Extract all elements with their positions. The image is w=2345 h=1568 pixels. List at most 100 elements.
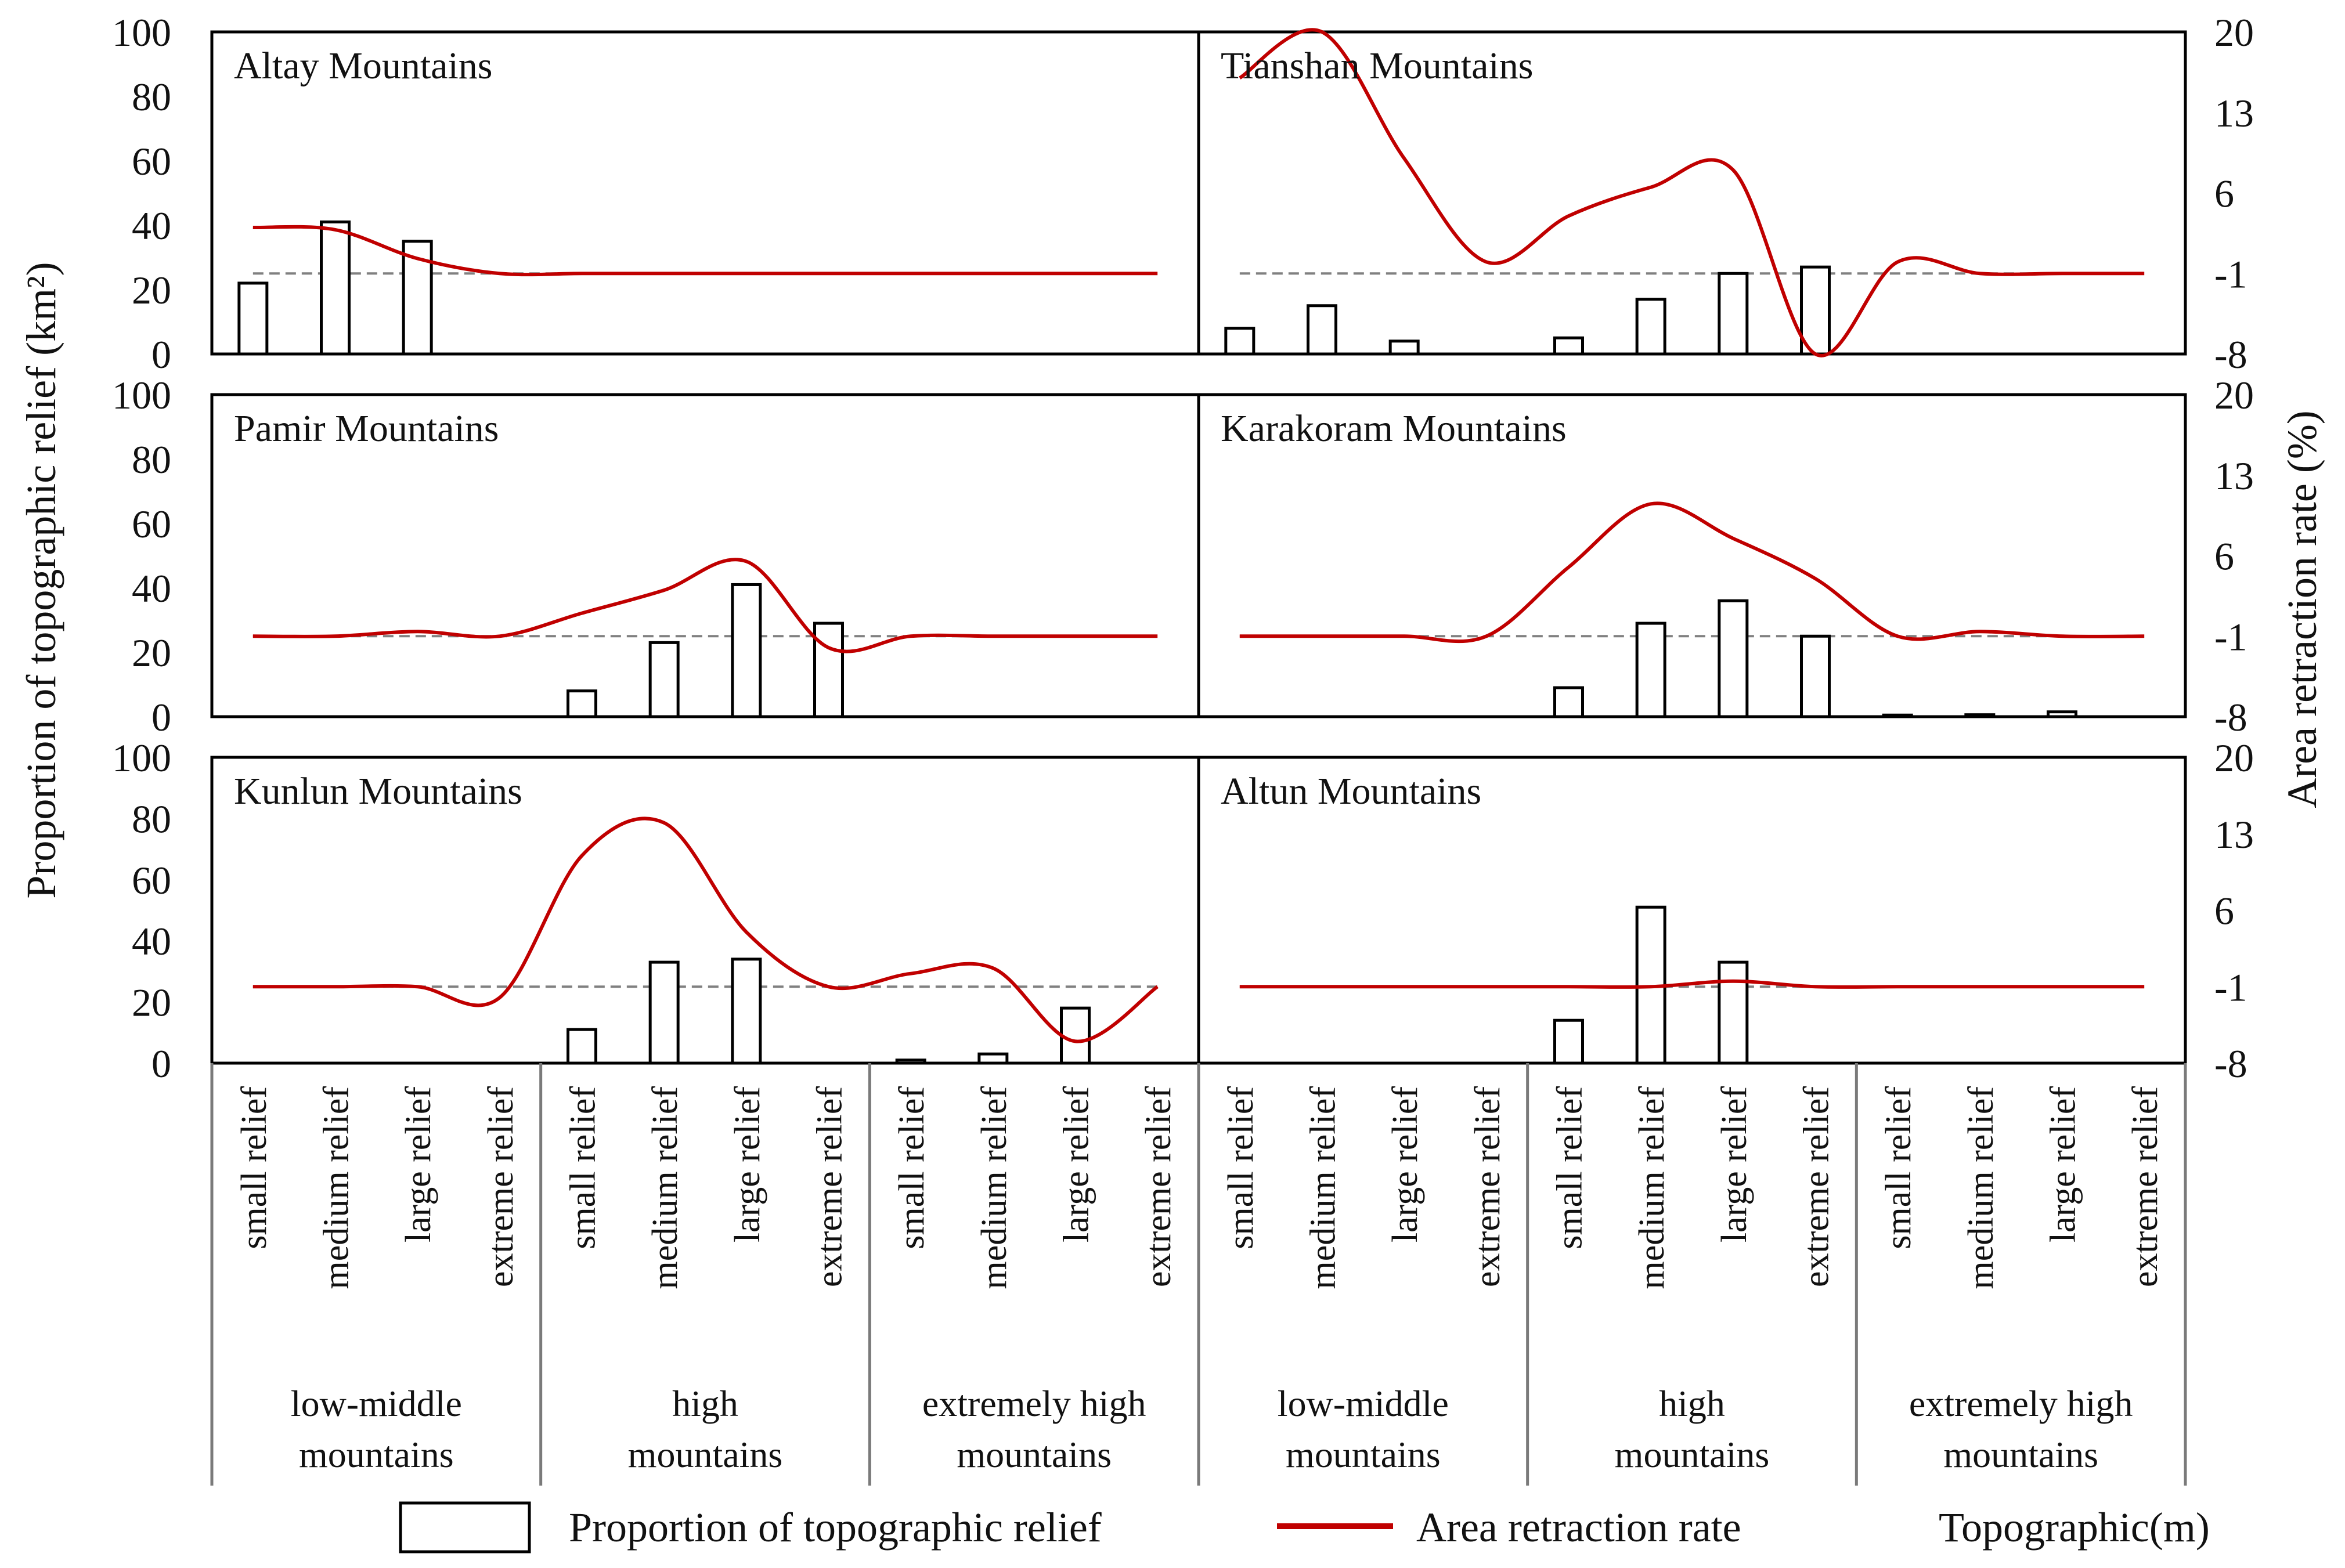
left-tick-label: 0	[151, 1042, 171, 1086]
category-label: extreme relief	[2126, 1086, 2165, 1287]
category-label: medium relief	[317, 1086, 356, 1289]
category-label: large relief	[399, 1086, 438, 1242]
right-tick-label: 6	[2214, 889, 2234, 933]
left-tick-label: 100	[112, 736, 171, 780]
rate-line	[252, 558, 1158, 653]
right-tick-label: -1	[2214, 615, 2247, 659]
left-tick-label: 100	[112, 10, 171, 55]
category-label: medium relief	[1304, 1086, 1343, 1289]
legend-bar-swatch	[399, 1501, 531, 1553]
group-label: extremely high mountains	[922, 1383, 1146, 1475]
group-label-line: high	[1659, 1383, 1725, 1424]
panel-frame	[1197, 30, 2187, 356]
panel-title: Kunlun Mountains	[234, 770, 522, 812]
left-tick-label: 20	[132, 268, 171, 312]
category-label: extreme relief	[810, 1086, 850, 1287]
left-tick-label: 60	[132, 502, 171, 546]
bar	[320, 220, 351, 356]
category-label: large relief	[1386, 1086, 1425, 1242]
group-label: low-middle mountains	[1278, 1383, 1449, 1475]
right-tick-label: -8	[2214, 333, 2247, 377]
bar	[1635, 622, 1666, 718]
bar	[1388, 339, 1420, 356]
category-label: large relief	[2044, 1086, 2083, 1242]
left-tick-label: 100	[112, 373, 171, 417]
bar	[1224, 327, 1256, 356]
rate-line	[252, 225, 1158, 277]
right-tick-label: 13	[2214, 812, 2254, 857]
bar	[1964, 713, 1996, 718]
category-label: small relief	[234, 1086, 274, 1249]
category-label: large relief	[1715, 1086, 1754, 1242]
panel-pamir: Pamir Mountains 100 80 60 40 20 0	[112, 373, 1200, 739]
category-label: large relief	[1057, 1086, 1096, 1242]
bar	[1718, 272, 1749, 356]
x-axis-layer: low-middle mountains small relief medium re…	[210, 1063, 2187, 1486]
right-tick-label: -1	[2214, 252, 2247, 296]
bar	[1718, 960, 1749, 1065]
right-tick-label: 6	[2214, 534, 2234, 579]
bar	[1882, 713, 1913, 718]
group-label-line: mountains	[1615, 1434, 1770, 1475]
left-tick-label: 40	[132, 566, 171, 610]
category-label: extreme relief	[481, 1086, 521, 1287]
category-label: extreme relief	[1797, 1086, 1837, 1287]
category-label: large relief	[728, 1086, 767, 1242]
rate-line	[252, 816, 1159, 1043]
bar	[648, 960, 680, 1065]
right-tick-label: 20	[2214, 736, 2254, 780]
left-tick-label: 80	[132, 75, 171, 119]
group-label-line: extremely high	[1909, 1383, 2133, 1424]
group-label: high mountains	[628, 1383, 783, 1475]
group-label-line: low-middle	[291, 1383, 462, 1424]
right-tick-label: 20	[2214, 10, 2254, 55]
legend-bar-label: Proportion of topographic relief	[569, 1504, 1102, 1551]
group-label-line: extremely high	[922, 1383, 1146, 1424]
group-label-line: low-middle	[1278, 1383, 1449, 1424]
panel-title: Tianshan Mountains	[1221, 45, 1533, 87]
panel-title: Altay Mountains	[234, 45, 492, 87]
rate-line	[1239, 979, 2145, 989]
group-label-line: mountains	[957, 1434, 1112, 1475]
left-tick-label: 0	[151, 333, 171, 377]
bar	[1718, 599, 1749, 718]
panel-altun: Altun Mountains 20 13 6 -1 -8	[1197, 736, 2254, 1086]
panel-title: Pamir Mountains	[234, 407, 499, 450]
legend: Proportion of topographic relief Area re…	[399, 1501, 2210, 1553]
panel-frame	[1197, 393, 2187, 718]
right-tick-label: 20	[2214, 373, 2254, 417]
category-label: medium relief	[975, 1086, 1014, 1289]
category-label: small relief	[1221, 1086, 1261, 1249]
bar	[731, 958, 762, 1065]
legend-line-label: Area retraction rate	[1416, 1504, 1741, 1551]
category-label: extreme relief	[1468, 1086, 1507, 1287]
bar	[567, 1028, 597, 1065]
left-tick-label: 40	[132, 204, 171, 248]
group-label-line: mountains	[299, 1434, 454, 1475]
panel-kunlun: Kunlun Mountains 100 80 60 40 20 0	[112, 736, 1200, 1086]
left-tick-label: 0	[151, 695, 171, 739]
group-label-line: mountains	[1286, 1434, 1441, 1475]
group-label: low-middle mountains	[291, 1383, 462, 1475]
group-label: extremely high mountains	[1909, 1383, 2133, 1475]
bar	[1553, 336, 1584, 356]
bar	[1635, 298, 1666, 356]
right-tick-label: -8	[2214, 695, 2247, 739]
bar	[1307, 304, 1337, 356]
bar	[1060, 1006, 1091, 1065]
panel-title: Karakoram Mountains	[1221, 407, 1567, 450]
group-label-line: high	[672, 1383, 738, 1424]
right-axis-title: Area retraction rate (%)	[2279, 410, 2325, 808]
rate-line	[1239, 501, 2145, 644]
bar	[813, 622, 844, 718]
category-label: small relief	[892, 1086, 932, 1249]
bar	[1553, 1018, 1584, 1065]
panel-karakoram: Karakoram Mountains 20 13 6 -1 -8	[1197, 373, 2254, 739]
panel-title: Altun Mountains	[1221, 770, 1481, 812]
left-tick-label: 60	[132, 858, 171, 902]
bar	[237, 281, 269, 356]
bar	[895, 1058, 926, 1065]
category-label: medium relief	[1961, 1086, 2001, 1289]
legend-axis-note: Topographic(m)	[1939, 1504, 2210, 1551]
